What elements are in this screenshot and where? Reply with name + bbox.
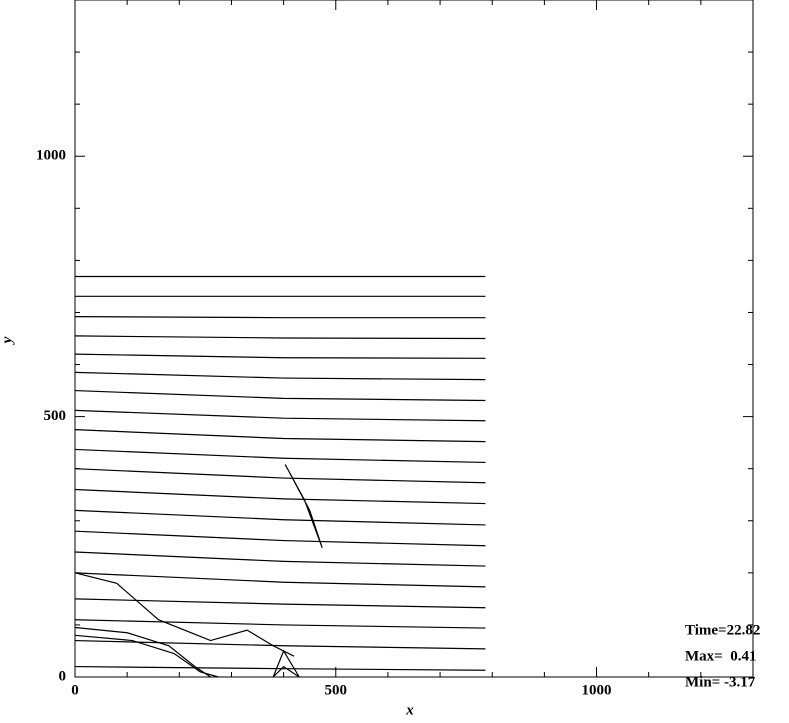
contour-line <box>284 464 323 549</box>
contour-line <box>74 626 211 678</box>
contour-line <box>74 389 486 402</box>
annotation: Max= 0.41 <box>685 648 756 664</box>
contour-line <box>74 316 486 319</box>
x-axis-label: x <box>405 702 414 718</box>
x-tick-label: 0 <box>71 682 79 698</box>
contour-line <box>74 429 486 443</box>
contour-line <box>74 619 486 629</box>
y-tick-label: 500 <box>44 408 67 424</box>
plot-frame <box>74 0 754 678</box>
contour-line <box>74 488 486 505</box>
x-tick-label: 1000 <box>582 682 612 698</box>
y-tick-label: 0 <box>59 668 67 684</box>
contour-line <box>74 598 486 609</box>
y-axis-label: y <box>0 336 15 345</box>
contour-line <box>74 468 486 484</box>
contour-line <box>74 530 486 547</box>
y-tick-label: 1000 <box>36 148 66 164</box>
contour-line <box>74 572 295 657</box>
contour-line <box>74 353 486 359</box>
contour-line <box>74 639 486 650</box>
contour-line <box>74 448 486 464</box>
x-tick-label: 500 <box>325 682 348 698</box>
contour-line <box>74 509 486 526</box>
contour-line <box>74 665 486 671</box>
contour-line <box>74 634 219 678</box>
annotation: Min= -3.17 <box>685 674 756 690</box>
contour-line <box>74 371 486 381</box>
contour-line <box>74 551 486 567</box>
contour-line <box>272 649 300 678</box>
contour-line <box>74 335 486 340</box>
annotation: Time=22.82 <box>685 622 760 638</box>
contour-line <box>74 572 486 588</box>
contour-line <box>74 409 486 422</box>
